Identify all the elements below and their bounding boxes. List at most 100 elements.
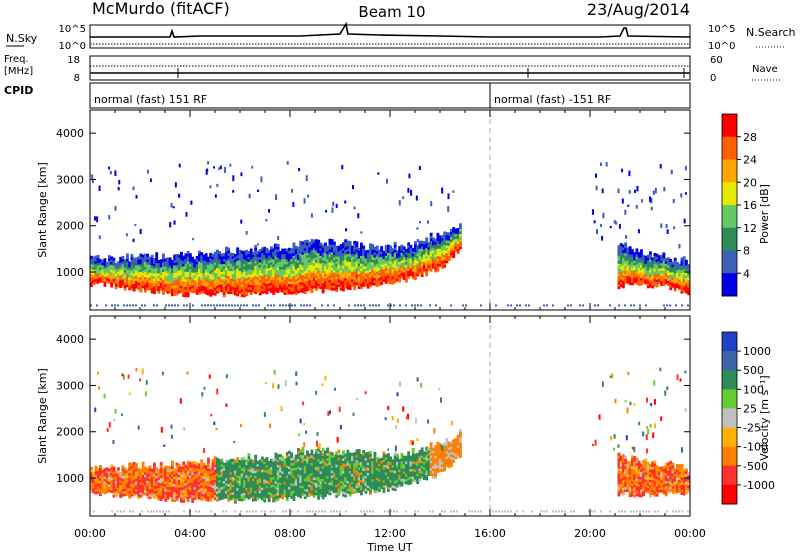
echo-cell	[155, 252, 158, 255]
echo-cell	[129, 304, 131, 306]
echo-cell	[376, 246, 379, 249]
echo-cell	[653, 190, 655, 194]
echo-cell	[669, 304, 671, 306]
echo-cell	[168, 304, 170, 306]
echo-cell	[673, 199, 675, 203]
echo-cell	[327, 304, 329, 306]
echo-cell	[685, 260, 688, 263]
echo-cell	[136, 195, 138, 198]
echo-cell	[619, 224, 621, 229]
nsearch-tick-top: 10^5	[708, 24, 735, 35]
echo-cell	[441, 188, 443, 194]
echo-cell	[416, 196, 418, 201]
echo-cell	[336, 204, 338, 208]
nsky-label: N.Sky	[6, 32, 38, 45]
echo-cell	[114, 304, 116, 306]
echo-cell	[113, 466, 116, 469]
echo-cell	[131, 254, 134, 257]
y-tick-label: 1000	[56, 266, 84, 279]
echo-cell	[543, 304, 545, 306]
echo-cell	[175, 182, 177, 187]
echo-cell	[357, 304, 359, 306]
echo-cell	[221, 459, 224, 462]
echo-cell	[207, 458, 210, 461]
echo-cell	[380, 246, 383, 249]
echo-cell	[631, 249, 634, 252]
echo-cell	[352, 185, 354, 189]
echo-cell	[133, 186, 135, 190]
echo-cell	[417, 304, 419, 306]
echo-cell	[142, 462, 145, 465]
echo-cell	[149, 466, 152, 469]
echo-cell	[629, 246, 632, 249]
echo-cell	[414, 304, 416, 306]
y-tick-label: 2000	[56, 220, 84, 233]
echo-cell	[224, 167, 226, 173]
echo-cell	[291, 189, 293, 193]
echo-cell	[666, 224, 668, 228]
echo-cell	[369, 304, 371, 306]
echo-cell	[447, 206, 449, 212]
echo-cell	[169, 222, 171, 227]
echo-cell	[360, 304, 362, 306]
colorbar-swatch	[722, 160, 737, 183]
echo-cell	[601, 236, 603, 241]
echo-cell	[363, 304, 365, 306]
echo-cell	[419, 166, 421, 170]
nsearch-label: N.Search	[746, 26, 796, 39]
echo-cell	[290, 452, 293, 455]
echo-cell	[207, 161, 209, 164]
echo-cell	[311, 450, 314, 453]
echo-cell	[675, 304, 677, 306]
echo-cell	[519, 304, 521, 306]
echo-cell	[229, 164, 231, 167]
freq-panel	[90, 56, 690, 80]
echo-cell	[362, 245, 365, 248]
echo-cell	[331, 207, 333, 213]
echo-cell	[254, 245, 257, 248]
echo-cell	[216, 184, 218, 187]
echo-cell	[606, 162, 608, 166]
echo-cell	[216, 304, 218, 306]
echo-cell	[417, 239, 419, 242]
echo-cell	[209, 185, 211, 188]
station-title: McMurdo (fitACF)	[92, 0, 230, 18]
echo-cell	[450, 304, 452, 306]
echo-cell	[667, 229, 669, 234]
echo-cell	[621, 169, 623, 173]
echo-cell	[111, 304, 113, 306]
echo-cell	[447, 193, 449, 199]
echo-cell	[459, 223, 462, 226]
echo-cell	[344, 201, 346, 204]
echo-cell	[378, 304, 380, 306]
echo-cell	[630, 304, 632, 306]
echo-cell	[416, 227, 418, 229]
echo-cell	[663, 304, 665, 306]
echo-cell	[218, 167, 220, 170]
echo-cell	[144, 304, 146, 306]
echo-cell	[135, 304, 137, 306]
echo-cell	[414, 241, 417, 244]
echo-cell	[410, 245, 413, 248]
echo-cell	[420, 304, 422, 306]
nave-label: Nave	[752, 64, 778, 75]
echo-cell	[243, 457, 246, 460]
echo-cell	[317, 240, 320, 243]
echo-cell	[430, 201, 432, 206]
cpid-segment-label: normal (fast) 151 RF	[94, 93, 207, 106]
echo-cell	[147, 170, 149, 174]
echo-cell	[387, 304, 389, 306]
echo-cell	[303, 304, 305, 306]
echo-cell	[624, 210, 626, 215]
echo-cell	[91, 174, 93, 178]
echo-cell	[399, 304, 401, 306]
echo-cell	[140, 229, 142, 234]
echo-cell	[600, 224, 602, 227]
echo-cell	[227, 248, 230, 251]
echo-cell	[567, 304, 569, 306]
echo-cell	[427, 220, 429, 223]
echo-cell	[579, 304, 581, 306]
echo-cell	[306, 304, 308, 306]
echo-cell	[201, 304, 203, 306]
